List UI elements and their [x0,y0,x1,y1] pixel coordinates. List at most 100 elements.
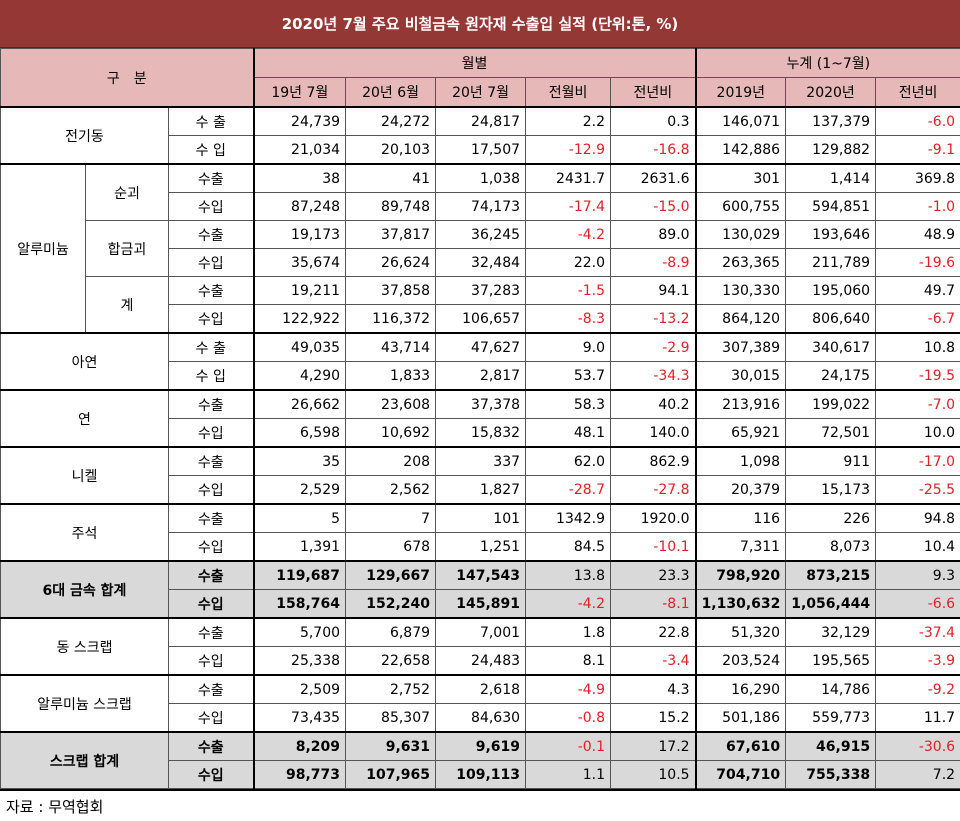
row-label: 6대 금속 합계 [1,561,169,618]
value-cell: 1,414 [786,164,876,193]
value-cell: 24,175 [786,362,876,391]
value-cell: 5 [254,504,346,533]
value-cell: -34.3 [611,362,696,391]
flow-type: 수출 [169,675,254,704]
value-cell: 101 [436,504,526,533]
row-label: 아연 [1,333,169,390]
row-label: 알루미늄 [1,164,86,333]
value-cell: 678 [346,533,436,562]
value-cell: 89,748 [346,193,436,221]
value-cell: 116,372 [346,305,436,334]
value-cell: 24,483 [436,647,526,676]
value-cell: 35,674 [254,249,346,277]
flow-type: 수 출 [169,333,254,362]
value-cell: 1342.9 [526,504,611,533]
value-cell: 17,507 [436,136,526,165]
value-cell: 129,882 [786,136,876,165]
value-cell: 19,173 [254,221,346,249]
value-cell: 37,858 [346,277,436,305]
value-cell: 142,886 [696,136,786,165]
value-cell: 32,484 [436,249,526,277]
value-cell: 873,215 [786,561,876,590]
flow-type: 수출 [169,447,254,476]
value-cell: -17.4 [526,193,611,221]
flow-type: 수출 [169,618,254,647]
value-cell: 5,700 [254,618,346,647]
column-header: 2019년 [696,78,786,108]
value-cell: 37,283 [436,277,526,305]
value-cell: 2,529 [254,476,346,505]
flow-type: 수 입 [169,362,254,391]
row-label: 주석 [1,504,169,561]
column-header: 20년 7월 [436,78,526,108]
value-cell: 195,060 [786,277,876,305]
value-cell: 25,338 [254,647,346,676]
value-cell: 58.3 [526,390,611,419]
value-cell: 35 [254,447,346,476]
value-cell: 1,391 [254,533,346,562]
flow-type: 수 출 [169,107,254,136]
flow-type: 수출 [169,277,254,305]
value-cell: 862.9 [611,447,696,476]
value-cell: 14,786 [786,675,876,704]
value-cell: 2,562 [346,476,436,505]
value-cell: -8.1 [611,590,696,619]
value-cell: -7.0 [876,390,960,419]
flow-type: 수입 [169,704,254,733]
value-cell: 109,113 [436,761,526,789]
value-cell: 2,618 [436,675,526,704]
row-label: 스크랩 합계 [1,732,169,789]
value-cell: 140.0 [611,419,696,448]
value-cell: 2.2 [526,107,611,136]
value-cell: 301 [696,164,786,193]
value-cell: 41 [346,164,436,193]
value-cell: 40.2 [611,390,696,419]
value-cell: -6.7 [876,305,960,334]
value-cell: -30.6 [876,732,960,761]
flow-type: 수입 [169,761,254,789]
value-cell: -19.6 [876,249,960,277]
value-cell: 337 [436,447,526,476]
value-cell: -9.2 [876,675,960,704]
value-cell: 46,915 [786,732,876,761]
value-cell: 84,630 [436,704,526,733]
value-cell: 203,524 [696,647,786,676]
row-label: 동 스크랩 [1,618,169,675]
value-cell: -4.9 [526,675,611,704]
value-cell: -8.3 [526,305,611,334]
value-cell: 106,657 [436,305,526,334]
value-cell: 23,608 [346,390,436,419]
value-cell: 24,739 [254,107,346,136]
value-cell: 2431.7 [526,164,611,193]
value-cell: 107,965 [346,761,436,789]
monthly-header: 월별 [254,49,696,78]
value-cell: 8,073 [786,533,876,562]
value-cell: 129,667 [346,561,436,590]
value-cell: 26,662 [254,390,346,419]
flow-type: 수출 [169,504,254,533]
row-label: 연 [1,390,169,447]
value-cell: 1,098 [696,447,786,476]
row-label: 전기동 [1,107,169,164]
value-cell: 37,817 [346,221,436,249]
value-cell: 1920.0 [611,504,696,533]
value-cell: -28.7 [526,476,611,505]
value-cell: 594,851 [786,193,876,221]
flow-type: 수입 [169,305,254,334]
value-cell: 10,692 [346,419,436,448]
value-cell: 24,817 [436,107,526,136]
value-cell: 4,290 [254,362,346,391]
value-cell: 559,773 [786,704,876,733]
row-label: 니켈 [1,447,169,504]
row-label: 계 [86,277,169,334]
value-cell: -0.1 [526,732,611,761]
value-cell: 49.7 [876,277,960,305]
value-cell: 22,658 [346,647,436,676]
value-cell: 1,130,632 [696,590,786,619]
value-cell: 806,640 [786,305,876,334]
value-cell: 7,001 [436,618,526,647]
value-cell: 53.7 [526,362,611,391]
